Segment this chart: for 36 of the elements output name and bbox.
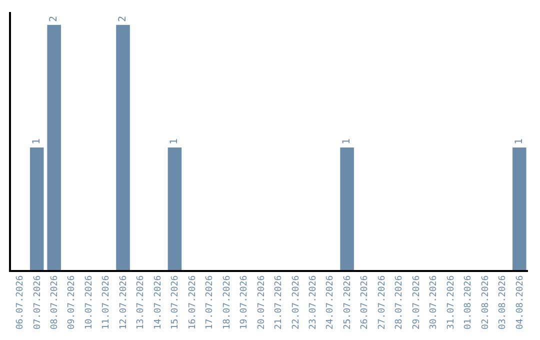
x-tick-label: 09.07.2026 [67, 275, 78, 330]
x-tick-label: 14.07.2026 [153, 275, 164, 330]
x-tick-label: 08.07.2026 [50, 275, 60, 330]
data-label: 1 [514, 138, 525, 144]
x-tick-label: 10.07.2026 [84, 275, 94, 330]
x-tick-label: 24.07.2026 [326, 275, 336, 330]
x-tick-label: 01.08.2026 [464, 275, 474, 330]
x-tick-label: 22.07.2026 [291, 275, 302, 330]
x-tick-label: 26.07.2026 [360, 275, 370, 330]
x-tick-label: 28.07.2026 [394, 275, 405, 330]
x-tick-label: 30.07.2026 [429, 275, 440, 330]
x-tick-label: 12.07.2026 [118, 275, 129, 330]
x-tick-label: 27.07.2026 [377, 275, 388, 330]
x-tick-label: 02.08.2026 [480, 275, 491, 330]
x-tick-label: 29.07.2026 [412, 275, 422, 330]
x-tick-label: 06.07.2026 [16, 275, 26, 330]
x-tick-label: 17.07.2026 [205, 275, 216, 330]
x-tick-label: 21.07.2026 [274, 275, 284, 330]
x-tick-label: 23.07.2026 [308, 275, 319, 330]
x-tick-label: 18.07.2026 [222, 275, 232, 330]
x-tick-label: 04.08.2026 [515, 275, 526, 330]
x-tick-label: 15.07.2026 [170, 275, 181, 330]
data-label: 1 [342, 138, 353, 144]
data-label: 2 [48, 16, 60, 22]
x-tick-label: 31.07.2026 [446, 275, 456, 330]
x-tick-label: 07.07.2026 [32, 275, 43, 330]
data-label: 2 [118, 16, 129, 22]
x-tick-label: 20.07.2026 [256, 275, 267, 330]
x-tick-label: 19.07.2026 [240, 275, 250, 330]
data-label: 1 [169, 138, 180, 144]
x-tick-label: 03.08.2026 [498, 275, 508, 330]
x-tick-label: 25.07.2026 [342, 275, 353, 330]
data-label: 1 [31, 138, 42, 144]
x-tick-label: 16.07.2026 [188, 275, 198, 330]
x-tick-label: 13.07.2026 [136, 275, 146, 330]
x-tick-label: 11.07.2026 [102, 275, 112, 330]
